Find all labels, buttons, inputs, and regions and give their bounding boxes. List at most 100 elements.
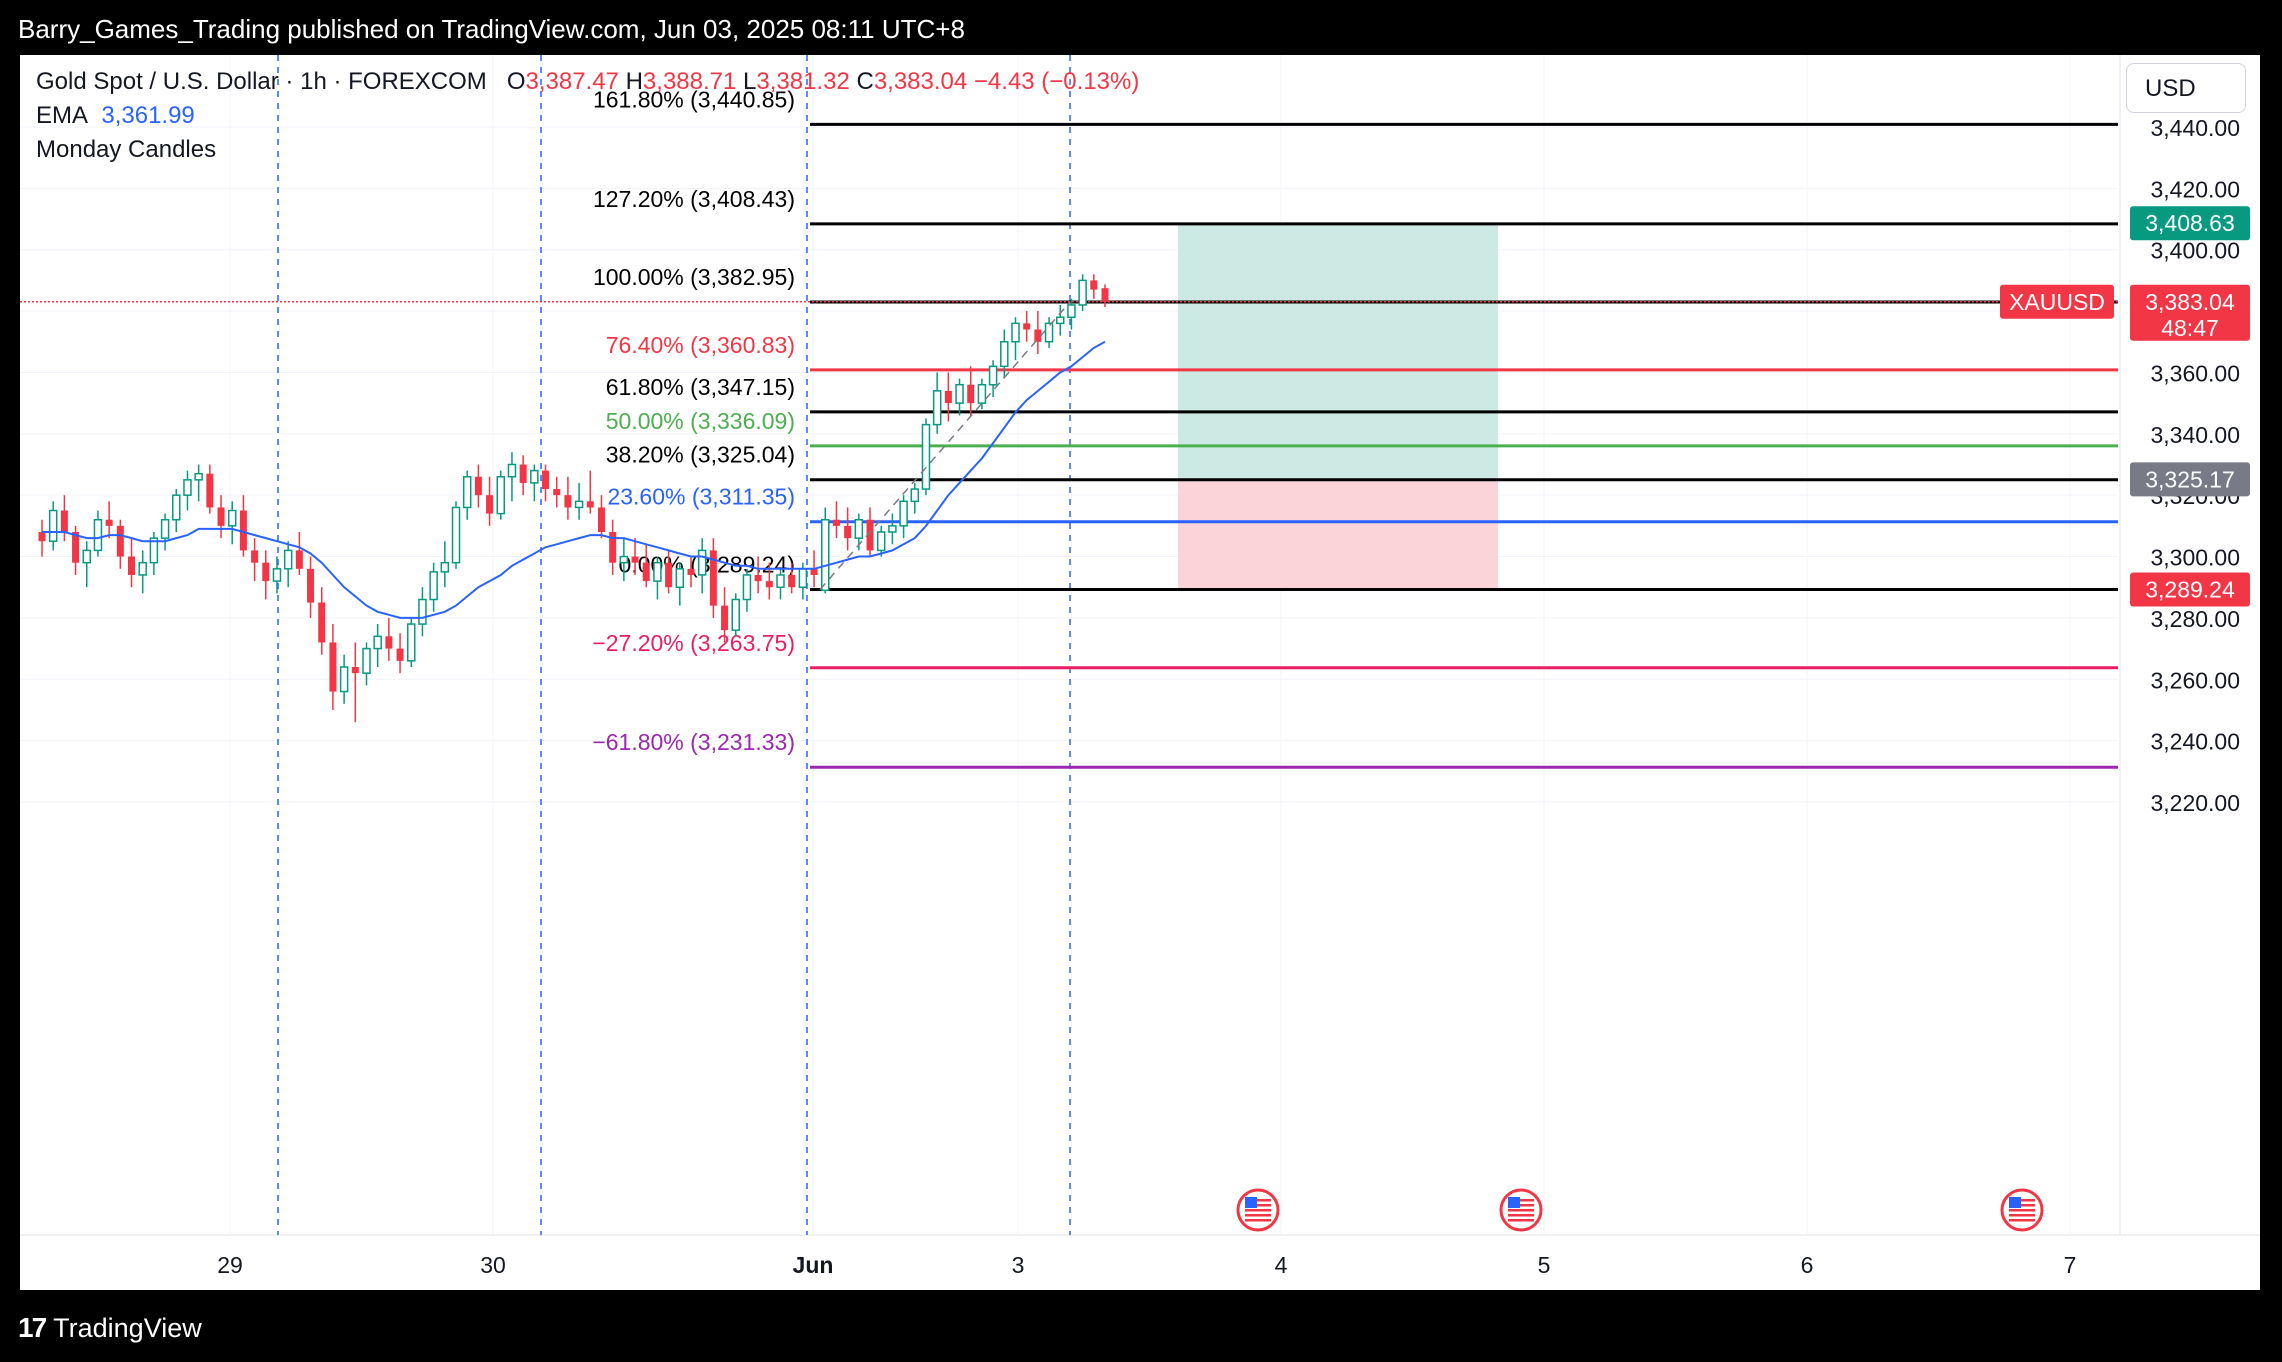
candle-up[interactable] <box>418 598 427 625</box>
candle-down[interactable] <box>262 562 270 582</box>
candle-up[interactable] <box>93 518 103 552</box>
candle-down[interactable] <box>754 574 762 582</box>
ema-row[interactable]: EMA 3,361.99 <box>36 99 1139 133</box>
candle-down[interactable] <box>116 525 124 557</box>
candle-up[interactable] <box>1011 322 1020 343</box>
candle-down[interactable] <box>128 556 136 575</box>
candle-up[interactable] <box>675 568 685 588</box>
chart-panel[interactable]: 161.80% (3,440.85) 127.20% (3,408.43) 100.… <box>20 55 2260 1290</box>
candle-down[interactable] <box>1034 329 1042 342</box>
candle-down[interactable] <box>564 495 572 508</box>
candle-up[interactable] <box>697 549 707 576</box>
candle-up[interactable] <box>798 568 808 588</box>
candle-up[interactable] <box>1078 279 1087 306</box>
candle-down[interactable] <box>967 384 975 404</box>
candle-up[interactable] <box>731 598 740 631</box>
candle-up[interactable] <box>339 666 349 693</box>
candle-down[interactable] <box>810 568 818 575</box>
candle-up[interactable] <box>451 506 461 564</box>
candle-down[interactable] <box>329 642 337 692</box>
fib-trend-line[interactable] <box>819 301 1071 591</box>
candle-up[interactable] <box>373 635 382 650</box>
candle-down[interactable] <box>721 605 729 631</box>
candle-down[interactable] <box>251 550 259 563</box>
candle-up[interactable] <box>619 555 629 564</box>
candle-up[interactable] <box>82 549 92 564</box>
candle-down[interactable] <box>72 532 80 563</box>
candle-up[interactable] <box>227 509 237 527</box>
currency-button[interactable]: USD <box>2126 63 2246 113</box>
candle-down[interactable] <box>295 550 303 569</box>
candle-down[interactable] <box>307 568 315 603</box>
candle-up[interactable] <box>988 365 998 386</box>
candle-up[interactable] <box>496 476 506 515</box>
candle-up[interactable] <box>1044 322 1054 343</box>
candle-down[interactable] <box>318 602 326 643</box>
candle-up[interactable] <box>172 494 181 521</box>
candle-down[interactable] <box>1101 288 1109 302</box>
candle-up[interactable] <box>921 423 931 490</box>
candle-down[interactable] <box>844 525 852 539</box>
us-flag-event-icon[interactable] <box>1236 1188 1280 1232</box>
candle-down[interactable] <box>631 556 639 563</box>
candle-down[interactable] <box>788 574 796 588</box>
candle-up[interactable] <box>160 518 170 539</box>
chart-canvas[interactable]: 161.80% (3,440.85) 127.20% (3,408.43) 100.… <box>20 55 2260 1290</box>
candle-down[interactable] <box>385 636 393 649</box>
candle-up[interactable] <box>574 500 584 509</box>
candle-down[interactable] <box>866 519 874 551</box>
us-flag-event-icon[interactable] <box>1499 1188 1543 1232</box>
candle-up[interactable] <box>955 383 964 404</box>
candle-up[interactable] <box>854 518 864 539</box>
profit-zone[interactable] <box>1178 223 1498 480</box>
candle-down[interactable] <box>105 519 113 526</box>
candle-up[interactable] <box>653 561 662 582</box>
candle-down[interactable] <box>217 507 225 526</box>
candle-down[interactable] <box>832 519 840 526</box>
candle-up[interactable] <box>742 574 752 601</box>
candle-up[interactable] <box>283 549 293 570</box>
candle-up[interactable] <box>876 531 886 552</box>
ema-line[interactable] <box>42 340 1106 619</box>
candle-down[interactable] <box>206 473 214 508</box>
candle-down[interactable] <box>687 568 695 575</box>
candle-down[interactable] <box>586 501 594 508</box>
monday-candles-row[interactable]: Monday Candles <box>36 133 1139 167</box>
candle-down[interactable] <box>474 476 482 496</box>
candle-down[interactable] <box>944 390 952 404</box>
candle-up[interactable] <box>776 574 785 588</box>
candle-up[interactable] <box>272 568 282 582</box>
candle-up[interactable] <box>1000 341 1009 368</box>
candle-down[interactable] <box>642 562 650 582</box>
candle-up[interactable] <box>194 472 203 481</box>
candle-down[interactable] <box>486 495 494 514</box>
candle-up[interactable] <box>1067 304 1076 318</box>
candle-down[interactable] <box>597 507 605 532</box>
candle-down[interactable] <box>709 550 717 606</box>
tradingview-logo[interactable]: 17 TradingView <box>18 1312 202 1344</box>
candle-down[interactable] <box>239 510 247 551</box>
loss-zone[interactable] <box>1178 479 1498 590</box>
us-flag-event-icon[interactable] <box>2000 1188 2044 1232</box>
candle-down[interactable] <box>553 489 561 496</box>
candle-up[interactable] <box>48 509 58 542</box>
candle-up[interactable] <box>507 463 517 478</box>
candle-up[interactable] <box>888 525 897 533</box>
candle-down[interactable] <box>665 562 673 588</box>
candle-up[interactable] <box>910 488 920 503</box>
candle-down[interactable] <box>1023 323 1031 330</box>
candle-down[interactable] <box>519 464 527 483</box>
candle-down[interactable] <box>542 470 550 490</box>
candle-up[interactable] <box>932 390 942 426</box>
candle-down[interactable] <box>609 532 617 563</box>
candle-up[interactable] <box>821 518 830 592</box>
candle-down[interactable] <box>396 648 404 661</box>
candle-down[interactable] <box>765 581 773 588</box>
candle-up[interactable] <box>899 500 908 527</box>
candle-up[interactable] <box>977 383 987 404</box>
candle-down[interactable] <box>38 532 46 542</box>
candle-up[interactable] <box>362 647 371 674</box>
candle-up[interactable] <box>138 561 147 576</box>
symbol-description[interactable]: Gold Spot / U.S. Dollar · 1h · FOREXCOM <box>36 68 487 95</box>
candle-up[interactable] <box>530 469 539 484</box>
